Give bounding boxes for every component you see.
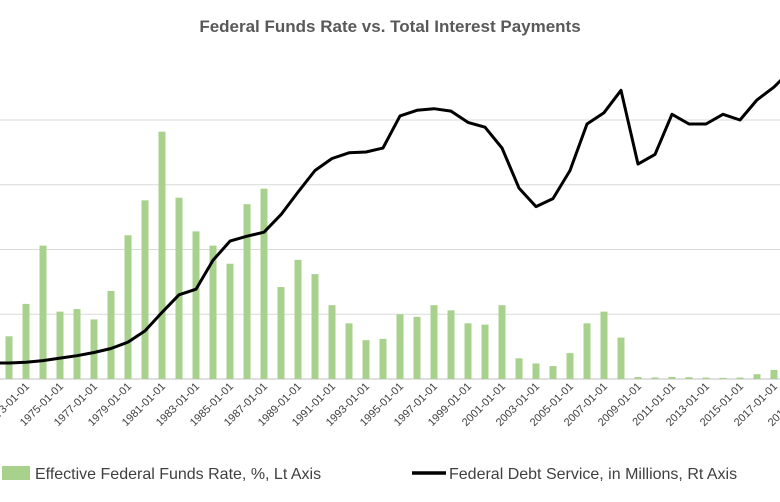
- line-series: [0, 79, 780, 365]
- bar: [685, 377, 693, 379]
- bar: [39, 245, 47, 379]
- legend-label-funds-rate: Effective Federal Funds Rate, %, Lt Axis: [35, 466, 321, 483]
- bar: [515, 358, 523, 379]
- line-debt-service: [0, 79, 780, 365]
- bar: [56, 311, 64, 379]
- bar: [311, 274, 319, 379]
- bar: [107, 290, 115, 379]
- bar: [413, 316, 421, 379]
- bar: [141, 200, 149, 379]
- bar: [481, 324, 489, 379]
- bar: [583, 323, 591, 379]
- legend: Effective Federal Funds Rate, %, Lt Axis…: [2, 466, 737, 483]
- bar: [753, 374, 761, 379]
- bar: [175, 197, 183, 379]
- bar: [5, 336, 13, 379]
- bar: [328, 305, 336, 379]
- bar: [345, 323, 353, 379]
- bar: [532, 363, 540, 379]
- bar: [702, 377, 710, 379]
- bar: [90, 319, 98, 379]
- bar: [464, 323, 472, 379]
- bar: [770, 369, 778, 379]
- bar: [243, 204, 251, 379]
- gridlines: [0, 119, 780, 380]
- bar: [294, 259, 302, 379]
- bar: [430, 305, 438, 379]
- bar: [600, 311, 608, 379]
- bar: [124, 235, 132, 379]
- bar: [379, 338, 387, 379]
- chart-title: Federal Funds Rate vs. Total Interest Pa…: [199, 17, 580, 36]
- legend-swatch-funds-rate: [2, 466, 30, 480]
- bar: [719, 377, 727, 379]
- bar: [498, 305, 506, 379]
- bar: [209, 245, 217, 379]
- bar: [651, 377, 659, 379]
- x-axis-tick-labels: 1971-01-011973-01-011975-01-011977-01-01…: [0, 381, 780, 429]
- bar: [362, 340, 370, 379]
- bar: [396, 314, 404, 379]
- bar: [668, 376, 676, 379]
- bar: [566, 353, 574, 379]
- bar: [192, 231, 200, 379]
- bar: [617, 337, 625, 379]
- bar: [22, 303, 30, 379]
- bar-series: [5, 131, 778, 379]
- bar: [634, 377, 642, 379]
- legend-label-debt-service: Federal Debt Service, in Millions, Rt Ax…: [449, 466, 737, 483]
- bar: [226, 263, 234, 379]
- bar: [260, 188, 268, 379]
- bar: [73, 309, 81, 379]
- bar: [447, 310, 455, 379]
- bar: [549, 366, 557, 379]
- bar: [158, 131, 166, 379]
- bar: [736, 377, 744, 379]
- bar: [277, 287, 285, 379]
